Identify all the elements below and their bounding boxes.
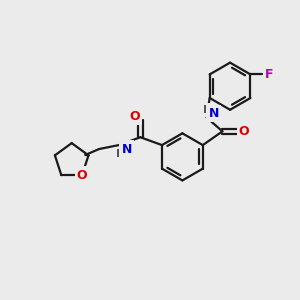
Text: O: O bbox=[77, 169, 87, 182]
Text: H: H bbox=[203, 105, 212, 115]
Text: F: F bbox=[265, 68, 273, 81]
Text: H: H bbox=[116, 149, 125, 159]
Text: N: N bbox=[122, 142, 132, 155]
Text: O: O bbox=[239, 125, 249, 138]
Text: O: O bbox=[129, 110, 140, 123]
Text: N: N bbox=[208, 107, 219, 120]
